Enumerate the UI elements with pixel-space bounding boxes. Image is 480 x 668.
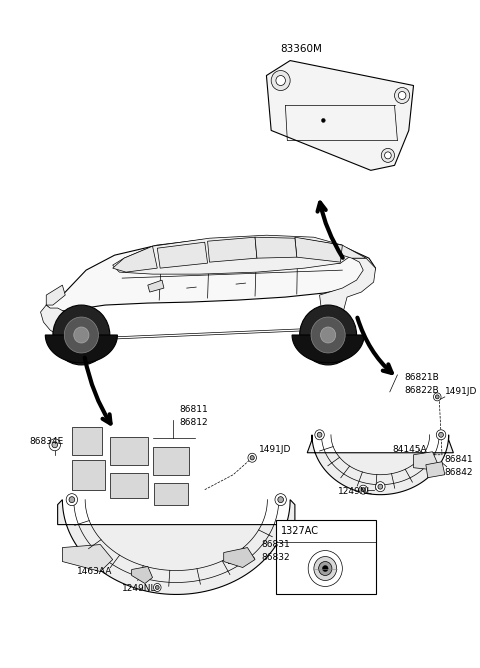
Circle shape — [439, 432, 444, 438]
Text: 1327AC: 1327AC — [281, 526, 319, 536]
Text: 86822B: 86822B — [404, 386, 439, 395]
Circle shape — [278, 497, 284, 502]
Polygon shape — [255, 237, 297, 258]
Circle shape — [317, 432, 322, 438]
Bar — [72, 460, 105, 490]
Circle shape — [315, 430, 324, 440]
Bar — [110, 473, 148, 498]
Polygon shape — [292, 335, 364, 363]
Polygon shape — [40, 305, 91, 342]
Bar — [72, 427, 102, 455]
Text: 1491JD: 1491JD — [445, 387, 477, 396]
Circle shape — [311, 317, 345, 353]
Polygon shape — [45, 335, 118, 363]
Polygon shape — [295, 237, 342, 262]
Circle shape — [49, 439, 60, 451]
Text: 86842: 86842 — [445, 468, 473, 477]
Polygon shape — [414, 452, 437, 470]
Text: 86821B: 86821B — [404, 373, 439, 382]
Circle shape — [64, 317, 98, 353]
Bar — [276, 520, 375, 595]
Polygon shape — [224, 548, 255, 568]
Polygon shape — [148, 280, 164, 292]
Circle shape — [154, 583, 161, 591]
Circle shape — [381, 148, 395, 162]
Polygon shape — [46, 238, 375, 312]
Circle shape — [361, 488, 365, 492]
Polygon shape — [314, 258, 375, 343]
Circle shape — [74, 327, 89, 343]
Polygon shape — [307, 435, 454, 494]
Circle shape — [276, 75, 286, 86]
Polygon shape — [426, 462, 445, 478]
Text: 1463AA: 1463AA — [77, 567, 112, 576]
Text: 86811: 86811 — [179, 405, 208, 414]
Circle shape — [308, 550, 342, 587]
Circle shape — [66, 494, 78, 506]
Circle shape — [384, 152, 391, 159]
Circle shape — [398, 92, 406, 100]
Circle shape — [300, 305, 357, 365]
Polygon shape — [62, 544, 113, 572]
Text: 84145A: 84145A — [393, 446, 427, 454]
Circle shape — [250, 456, 254, 460]
Circle shape — [271, 71, 290, 90]
Circle shape — [275, 494, 287, 506]
Text: 86832: 86832 — [262, 553, 290, 562]
Circle shape — [323, 566, 328, 572]
Circle shape — [52, 442, 58, 448]
Bar — [153, 447, 189, 475]
Circle shape — [395, 88, 410, 104]
Circle shape — [435, 395, 439, 399]
Circle shape — [433, 393, 441, 401]
Polygon shape — [266, 61, 414, 170]
Text: 86831: 86831 — [262, 540, 290, 549]
Circle shape — [319, 562, 332, 576]
Circle shape — [69, 497, 75, 502]
Circle shape — [248, 454, 256, 462]
Polygon shape — [132, 566, 153, 583]
Circle shape — [436, 430, 446, 440]
Polygon shape — [58, 500, 295, 595]
Text: 83360M: 83360M — [281, 43, 323, 53]
Circle shape — [53, 305, 110, 365]
Polygon shape — [298, 238, 366, 258]
Text: 86834E: 86834E — [29, 438, 63, 446]
Bar — [110, 437, 148, 465]
Text: 1249NL: 1249NL — [337, 487, 372, 496]
Bar — [155, 483, 188, 504]
Text: 1491JD: 1491JD — [259, 446, 291, 454]
Polygon shape — [207, 237, 257, 262]
Polygon shape — [157, 242, 207, 268]
Polygon shape — [46, 285, 65, 305]
Circle shape — [322, 118, 325, 122]
Circle shape — [359, 485, 368, 494]
Circle shape — [321, 327, 336, 343]
Text: 86841: 86841 — [445, 455, 473, 464]
Circle shape — [156, 585, 159, 589]
Circle shape — [378, 484, 383, 489]
Text: 86812: 86812 — [179, 418, 208, 428]
Circle shape — [375, 482, 385, 492]
Circle shape — [314, 556, 336, 580]
Polygon shape — [113, 235, 352, 274]
Text: 1249NL: 1249NL — [122, 584, 156, 593]
Polygon shape — [113, 246, 157, 272]
